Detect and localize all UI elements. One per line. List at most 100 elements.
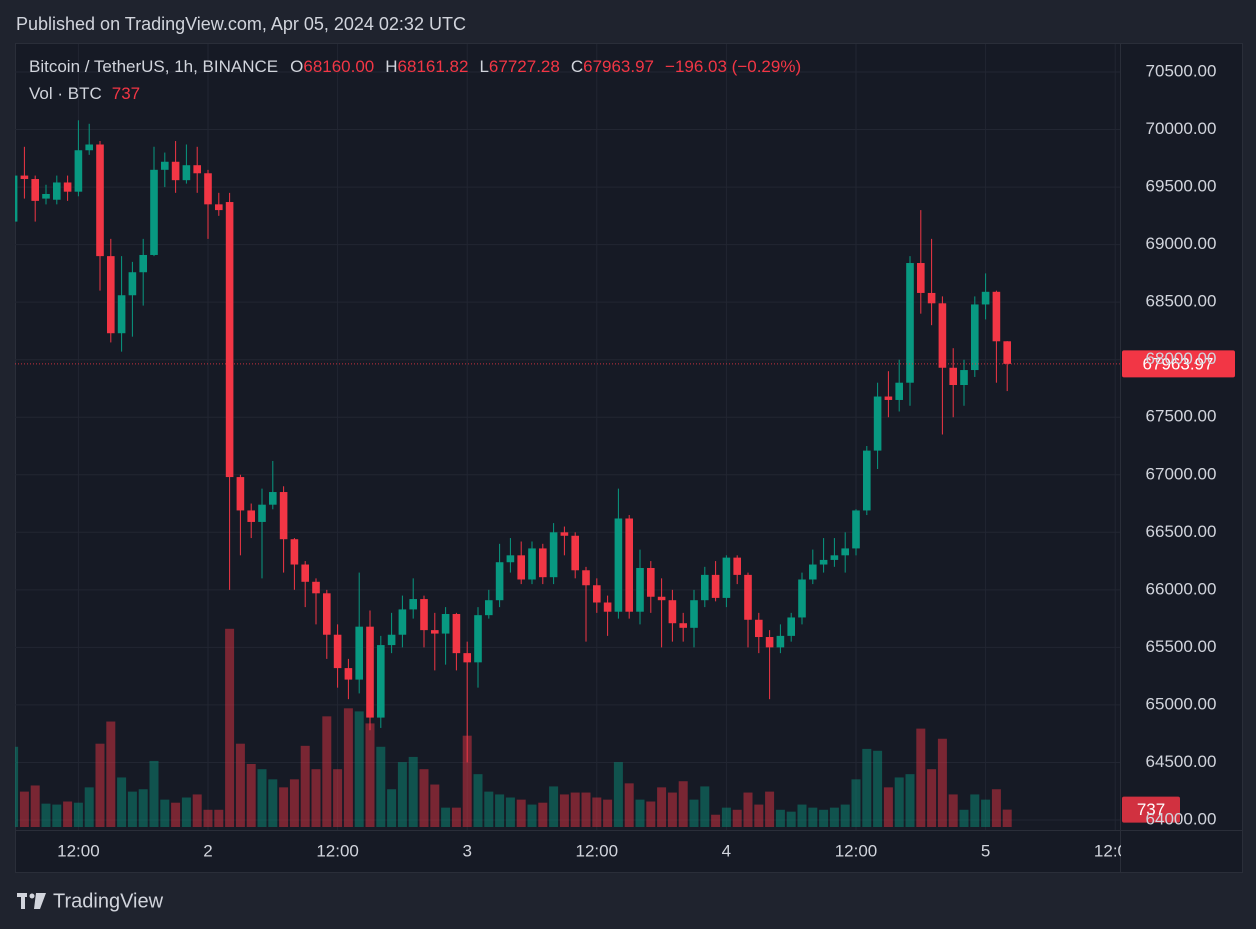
candle-body <box>819 559 828 565</box>
candle-body <box>744 574 752 620</box>
volume-bar <box>851 779 861 827</box>
volume-bar <box>775 809 785 827</box>
volume-bar <box>462 735 472 827</box>
candle-body <box>31 179 39 201</box>
candle-body <box>269 492 277 505</box>
y-tick-label: 64500.00 <box>1146 752 1217 771</box>
volume-bar <box>613 762 623 827</box>
volume-bar <box>73 802 83 827</box>
volume-bar <box>495 794 505 827</box>
x-tick-label: 12:00 <box>835 841 878 860</box>
volume-bar <box>646 801 656 827</box>
volume-bar <box>203 809 213 827</box>
volume-bar <box>333 769 343 827</box>
candle-body <box>236 477 245 511</box>
candle-body <box>657 596 666 601</box>
published-note: Published on TradingView.com, Apr 05, 20… <box>16 14 466 34</box>
volume-bar <box>1002 809 1012 827</box>
candle-body <box>830 555 839 560</box>
volume-bar <box>30 785 40 827</box>
volume-bar <box>192 794 202 827</box>
candle-body <box>74 150 83 192</box>
overlay: 67963.97 737 Bitcoin / TetherUS, 1h, BINAN… <box>15 57 1235 823</box>
logo-shape <box>34 893 46 909</box>
volume-bar <box>905 774 915 827</box>
y-tick-label: 69500.00 <box>1146 177 1217 196</box>
volume-bar <box>991 789 1001 827</box>
volume-tag <box>1122 796 1180 823</box>
candle-body <box>290 539 299 565</box>
volume-bar <box>430 784 440 827</box>
volume-bar <box>538 802 548 827</box>
candle-body <box>776 635 785 648</box>
volume-bar <box>797 804 807 827</box>
x-tick-label: 5 <box>981 841 990 860</box>
candle-body <box>409 599 417 610</box>
volume-bar <box>927 769 937 827</box>
candle-body <box>549 532 558 578</box>
candle-body <box>85 144 93 151</box>
candle-body <box>917 263 925 293</box>
volume-bar <box>106 721 116 827</box>
brand-logo <box>17 893 46 909</box>
volume-bar <box>840 804 850 827</box>
candle-body <box>225 202 234 478</box>
candle-body <box>366 626 374 718</box>
candle-body <box>420 599 428 631</box>
last-price-label: 67963.97 <box>1143 354 1214 373</box>
volume-bar <box>635 799 645 827</box>
candle-body <box>344 668 353 680</box>
candle-body <box>603 602 612 612</box>
volume-bar <box>52 804 62 827</box>
candle-body <box>614 518 623 612</box>
volume-bar <box>700 786 710 827</box>
x-tick-label: 12:00 <box>1094 841 1137 860</box>
volume-bar <box>916 728 926 827</box>
volume-bar <box>959 809 969 827</box>
candle-body <box>809 564 817 580</box>
candle-body <box>301 564 309 582</box>
candle-body <box>690 600 698 628</box>
candle-body <box>884 396 893 400</box>
volume-bar <box>657 787 667 827</box>
volume-bar <box>743 792 753 827</box>
volume-bar <box>343 708 353 827</box>
y-tick-label: 65500.00 <box>1146 637 1217 656</box>
logo-shape <box>21 893 25 909</box>
candle-body <box>204 173 212 205</box>
volume-bar <box>937 738 947 827</box>
volume-bar <box>689 799 699 827</box>
volume-bar <box>225 628 235 827</box>
volume-bar <box>667 792 677 827</box>
candle-body <box>431 630 439 634</box>
candle-body <box>798 579 806 618</box>
y-tick-label: 66000.00 <box>1146 579 1217 598</box>
volume-bar <box>721 807 731 827</box>
candle-body <box>701 574 709 601</box>
ohlc-value: 68160.00 <box>303 57 374 76</box>
volume-bar <box>549 786 559 827</box>
volume-bar <box>149 760 159 827</box>
y-tick-label: 67000.00 <box>1146 464 1217 483</box>
volume-bar <box>527 804 537 827</box>
x-tick-label: 12:00 <box>57 841 100 860</box>
candle-body <box>852 510 860 549</box>
candle-body <box>474 615 482 663</box>
candle-body <box>258 504 266 522</box>
volume-bar <box>419 769 429 827</box>
volume-tag-label: 737 <box>1137 800 1165 819</box>
y-tick-label: 68500.00 <box>1146 292 1217 311</box>
ohlc-value: 67963.97 <box>583 57 654 76</box>
y-tick-label: 68000.00 <box>1146 349 1217 368</box>
x-tick-label: 2 <box>203 841 212 860</box>
candle-body <box>495 562 504 601</box>
volume-bar <box>279 787 289 827</box>
candle-body <box>733 557 741 575</box>
volume-value: 737 <box>112 84 140 103</box>
volume-bar <box>883 787 893 827</box>
volume-bar <box>484 791 494 827</box>
chart-pane <box>15 43 1243 873</box>
y-tick-label: 69000.00 <box>1146 234 1217 253</box>
candle-body <box>96 144 104 257</box>
